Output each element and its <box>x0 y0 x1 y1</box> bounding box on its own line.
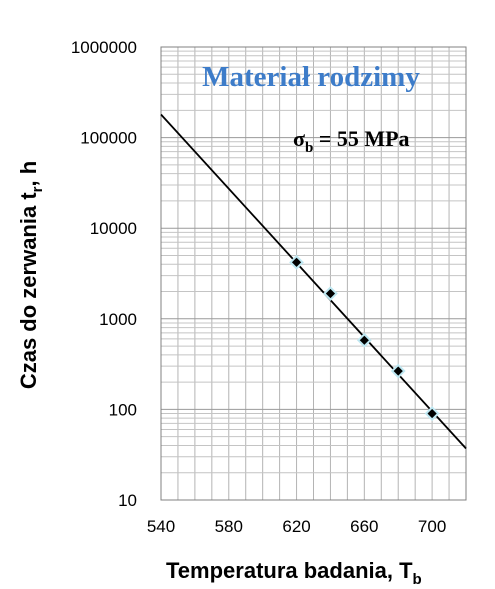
data-points <box>289 254 440 421</box>
y-tick-label: 10 <box>118 491 137 510</box>
y-tick-label: 1000 <box>99 310 137 329</box>
x-axis-title: Temperatura badania, Tb <box>166 558 422 588</box>
data-point <box>289 254 304 270</box>
x-tick-label: 660 <box>350 517 378 536</box>
y-tick-label: 10000 <box>90 219 137 238</box>
stress-annotation: σb = 55 MPa <box>293 126 410 156</box>
data-point <box>424 406 440 421</box>
grid <box>160 47 467 501</box>
y-axis-title-suffix: , h <box>16 161 41 187</box>
y-tick-label: 100 <box>109 400 137 419</box>
stress-value: = 55 MPa <box>313 126 409 151</box>
x-tick-labels: 540 580 620 660 700 <box>147 517 446 536</box>
stress-symbol: σ <box>293 126 305 151</box>
y-tick-label: 100000 <box>80 129 137 148</box>
x-tick-label: 700 <box>418 517 446 536</box>
y-tick-labels: 10 100 1000 10000 100000 1000000 <box>71 38 137 510</box>
data-point <box>390 363 406 379</box>
data-point <box>356 332 372 348</box>
x-axis-title-main: Temperatura badania, T <box>166 558 413 583</box>
y-axis-title-main: Czas do zerwania t <box>16 192 41 390</box>
chart-title: Materiał rodzimy <box>202 61 420 93</box>
y-tick-label: 1000000 <box>71 38 137 57</box>
y-axis-title-subscript: r <box>29 186 46 192</box>
data-point <box>323 286 338 301</box>
x-tick-label: 580 <box>215 517 243 536</box>
trendline <box>160 113 467 450</box>
x-tick-label: 620 <box>282 517 310 536</box>
y-axis-title: Czas do zerwania tr, h <box>16 161 46 389</box>
plot-frame <box>160 46 467 501</box>
stress-subscript: b <box>305 140 313 156</box>
x-axis-title-subscript: b <box>413 571 422 588</box>
x-tick-label: 540 <box>147 517 175 536</box>
